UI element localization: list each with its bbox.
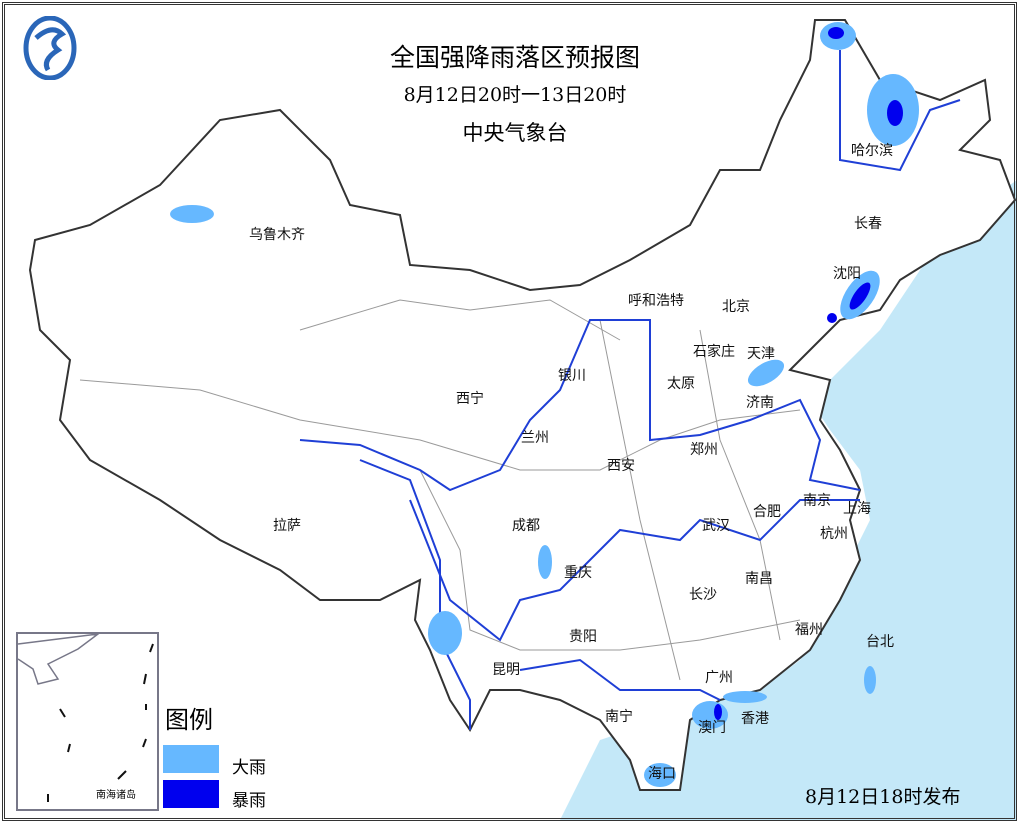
heavy-rain-area: [170, 205, 214, 223]
heavy-rain-area: [747, 359, 785, 387]
city-label: 乌鲁木齐: [249, 227, 305, 243]
city-label: 成都: [512, 518, 540, 534]
city-label: 银川: [558, 368, 586, 384]
city-label: 天津: [747, 346, 775, 362]
city-label: 石家庄: [693, 344, 735, 360]
city-label: 长春: [854, 216, 882, 232]
rainstorm-area: [827, 313, 837, 323]
city-label: 太原: [667, 376, 695, 392]
city-label: 沈阳: [833, 266, 861, 282]
sea: [560, 180, 1017, 820]
rain-areas: [170, 22, 919, 787]
issue-time: 8月12日18时发布: [805, 786, 961, 808]
city-label: 西宁: [456, 391, 484, 407]
city-label: 台北: [866, 634, 894, 650]
city-label: 香港: [741, 711, 769, 727]
city-label: 南昌: [745, 571, 773, 587]
city-label: 广州: [705, 670, 733, 686]
legend-swatch-heavy-rain: [163, 745, 219, 773]
cma-logo: [23, 16, 77, 80]
rainstorm-area: [887, 100, 903, 126]
city-label: 北京: [722, 299, 750, 315]
city-label: 长沙: [689, 587, 717, 603]
agency-name: 中央气象台: [462, 121, 568, 145]
legend-title: 图例: [165, 706, 213, 734]
city-label: 上海: [843, 501, 871, 517]
rainstorm-area: [849, 282, 871, 310]
heavy-rain-area: [538, 545, 552, 579]
heavy-rain-area: [428, 611, 462, 655]
rivers: [299, 50, 961, 730]
forecast-period: 8月12日20时一13日20时: [403, 84, 627, 106]
legend-label-rainstorm: 暴雨: [232, 791, 266, 811]
city-label: 合肥: [753, 504, 781, 520]
city-label: 昆明: [492, 662, 520, 678]
inset-map: [17, 632, 154, 802]
city-label: 西安: [607, 458, 635, 474]
city-label: 武汉: [702, 518, 730, 534]
province-borders: [79, 299, 801, 681]
china-outline: [28, 19, 1017, 791]
city-label: 南宁: [605, 709, 633, 725]
city-label: 贵阳: [569, 629, 597, 645]
city-label: 南京: [803, 493, 831, 509]
south-china-sea-inset: 南海诸岛: [16, 632, 159, 811]
city-label: 郑州: [690, 442, 718, 458]
city-label: 福州: [795, 622, 823, 638]
rainstorm-area: [828, 27, 844, 39]
rainstorm-area: [714, 704, 722, 720]
city-label: 重庆: [564, 565, 592, 581]
map-title: 全国强降雨落区预报图: [389, 43, 640, 72]
inset-label: 南海诸岛: [96, 790, 136, 801]
city-label: 澳门: [698, 720, 726, 736]
city-label: 呼和浩特: [628, 293, 684, 309]
city-label: 海口: [648, 766, 676, 782]
legend-label-heavy-rain: 大雨: [232, 758, 266, 778]
city-label: 拉萨: [273, 518, 301, 534]
city-label: 兰州: [521, 430, 549, 446]
legend-swatch-rainstorm: [163, 780, 219, 808]
heavy-rain-area: [644, 763, 676, 787]
city-label: 济南: [746, 395, 774, 411]
city-label: 哈尔滨: [851, 143, 893, 159]
city-label: 杭州: [820, 526, 848, 542]
heavy-rain-area: [723, 691, 767, 703]
heavy-rain-area: [864, 666, 876, 694]
